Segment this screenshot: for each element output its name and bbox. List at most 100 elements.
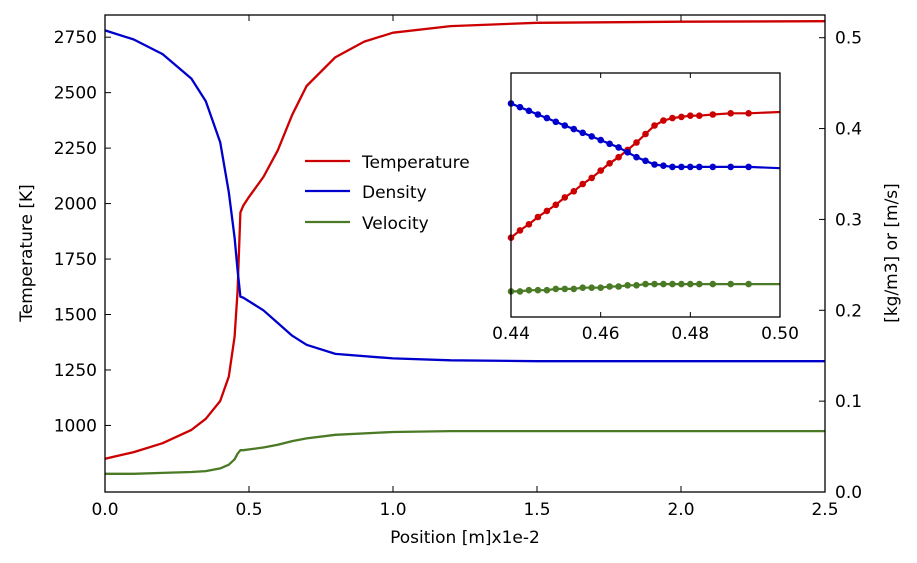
inset-point-density	[727, 163, 734, 171]
inset-point-velocity	[543, 286, 551, 294]
inset-point-velocity	[579, 284, 586, 292]
inset-point-density	[660, 162, 667, 169]
inset-point-density	[534, 111, 542, 118]
inset-point-temperature	[570, 188, 578, 195]
inset-point-density	[615, 144, 622, 151]
main-plot-frame	[104, 14, 826, 493]
inset-point-density	[543, 114, 551, 122]
inset-point-density	[633, 153, 640, 161]
inset-point-velocity	[516, 288, 524, 295]
inset-point-temperature	[597, 167, 604, 174]
y-left-tick-label: 2250	[54, 139, 97, 159]
inset-point-velocity	[642, 280, 649, 288]
inset-point-velocity	[709, 280, 717, 288]
inset-point-velocity	[669, 280, 676, 288]
inset-point-temperature	[516, 227, 524, 234]
inset-point-temperature	[615, 153, 622, 161]
y-right-tick-label: 0.4	[835, 120, 862, 140]
inset-point-velocity	[678, 280, 685, 288]
inset-point-velocity	[615, 283, 622, 290]
y-left-tick-label: 1000	[54, 416, 97, 436]
inset-point-velocity	[561, 285, 569, 293]
inset-point-density	[552, 118, 560, 126]
x-axis-label: Position [m]x1e-2	[390, 528, 540, 548]
y-left-tick-label: 1500	[54, 306, 97, 326]
inset-point-temperature	[669, 114, 676, 122]
inset-point-temperature	[642, 130, 649, 138]
inset-point-density	[642, 157, 649, 165]
inset-point-velocity	[624, 282, 631, 289]
axis-ticks: 0.0 0.5 1.0 1.5 2.0 2.5 1000 1250 1500 1750 2000 22…	[54, 15, 862, 520]
inset-plot: 0.44 0.46 0.48 0.50	[492, 72, 799, 344]
inset-point-temperature	[696, 112, 703, 119]
x-tick-label: 0.5	[235, 500, 262, 520]
inset-point-temperature	[651, 122, 658, 129]
x-tick-label: 2.0	[667, 500, 694, 520]
inset-point-velocity	[597, 284, 604, 292]
inset-point-temperature	[660, 117, 667, 124]
inset-point-temperature	[745, 110, 752, 117]
inset-point-temperature	[579, 180, 586, 188]
inset-point-density	[745, 163, 752, 171]
inset-point-temperature	[525, 221, 533, 228]
inset-point-density	[570, 125, 578, 133]
inset-point-velocity	[651, 280, 658, 288]
inset-point-velocity	[552, 285, 560, 293]
inset-x-tick-label: 0.44	[492, 324, 530, 344]
inset-x-tick-label: 0.50	[761, 324, 799, 344]
inset-point-density	[669, 163, 676, 171]
legend-label-temperature: Temperature	[361, 153, 470, 173]
inset-point-temperature	[687, 112, 694, 119]
inset-point-velocity	[525, 286, 533, 294]
inset-point-temperature	[561, 194, 569, 201]
inset-point-temperature	[543, 207, 551, 215]
inset-point-velocity	[687, 280, 694, 288]
inset-point-temperature	[633, 139, 640, 146]
y-left-tick-label: 2500	[54, 84, 97, 104]
series-line-density	[104, 29, 825, 363]
inset-point-velocity	[534, 286, 542, 294]
inset-point-temperature	[678, 113, 685, 121]
legend-label-velocity: Velocity	[362, 214, 429, 234]
inset-point-velocity	[588, 284, 595, 292]
inset-point-density	[709, 163, 717, 171]
y-left-tick-label: 2000	[54, 195, 97, 215]
inset-axis-ticks: 0.44 0.46 0.48 0.50	[492, 73, 799, 344]
y-right-tick-label: 0.1	[835, 392, 862, 412]
y-left-tick-label: 1250	[54, 361, 97, 381]
y-axis-label-right: [kg/m3] or [m/s]	[882, 183, 902, 323]
inset-series-lines	[507, 100, 781, 295]
inset-point-density	[561, 122, 569, 129]
inset-background	[511, 73, 780, 317]
main-series-lines	[104, 20, 826, 475]
inset-point-temperature	[606, 160, 613, 167]
inset-point-temperature	[552, 201, 560, 209]
y-right-tick-label: 0.3	[835, 210, 862, 230]
inset-point-density	[606, 140, 613, 148]
inset-point-density	[696, 163, 703, 171]
inset-point-temperature	[588, 174, 595, 182]
inset-x-tick-label: 0.48	[671, 324, 709, 344]
inset-point-velocity	[633, 282, 640, 289]
y-left-tick-label: 2750	[54, 28, 97, 48]
inset-point-velocity	[727, 280, 734, 288]
inset-point-density	[624, 149, 631, 156]
legend-label-density: Density	[362, 183, 427, 203]
inset-point-density	[588, 133, 595, 140]
inset-point-density	[651, 161, 658, 168]
x-tick-label: 2.5	[811, 500, 838, 520]
inset-point-density	[516, 103, 524, 111]
inset-point-temperature	[727, 110, 734, 117]
series-line-velocity	[105, 429, 825, 475]
inset-point-density	[525, 107, 533, 115]
inset-point-density	[597, 136, 604, 144]
inset-point-density	[579, 129, 586, 137]
y-right-tick-label: 0.2	[835, 301, 862, 321]
y-axis-label-left: Temperature [K]	[17, 184, 37, 323]
inset-point-velocity	[606, 283, 613, 290]
y-right-tick-label: 0.5	[835, 29, 862, 49]
inset-frame	[510, 72, 781, 318]
inset-point-velocity	[660, 280, 667, 288]
x-tick-label: 1.0	[379, 500, 406, 520]
